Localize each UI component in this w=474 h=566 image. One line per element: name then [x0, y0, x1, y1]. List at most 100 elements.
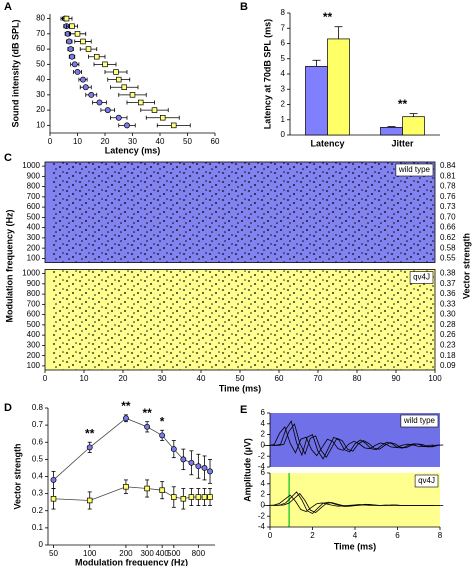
marker [151, 107, 158, 113]
marker [121, 84, 127, 90]
x-tick-label: 800 [192, 549, 206, 558]
x-axis-label: Modulation frequency (Hz) [75, 557, 188, 566]
y-tick-label: 900 [27, 279, 41, 288]
marker [115, 76, 122, 83]
x-tick-label: 10 [73, 137, 82, 146]
right-label: 0.09 [440, 361, 456, 370]
marker [115, 114, 122, 121]
y-tick-label: 500 [27, 212, 41, 221]
marker [63, 15, 70, 22]
y-tick-label: 300 [27, 233, 41, 242]
y-axis-label: Amplitude (µV) [242, 438, 252, 502]
y-tick-label: 5 [281, 54, 286, 63]
y-axis-label: Vector strength [12, 443, 22, 509]
x-tick-label: 40 [156, 137, 165, 146]
marker [144, 423, 151, 430]
annotation: ** [121, 399, 131, 413]
x-tick-label: 60 [211, 137, 220, 146]
marker [170, 446, 177, 453]
x-tick-label: 40 [197, 374, 206, 383]
right-label: 0.70 [440, 212, 456, 221]
panel-label-box [395, 163, 434, 177]
y-tick-label: 900 [27, 171, 41, 180]
x-tick-label: 10 [80, 374, 89, 383]
x-tick-label: 20 [119, 374, 128, 383]
right-label: 0.55 [440, 254, 456, 263]
marker [207, 468, 213, 475]
trace-bg [270, 473, 440, 527]
y-tick-label: 0.1 [32, 523, 44, 532]
right-label: 0.81 [440, 171, 456, 180]
right-label: 0.36 [440, 289, 456, 298]
x-tick-label: 300 [140, 549, 154, 558]
marker [102, 61, 108, 68]
y-tick-label: 50 [36, 59, 45, 68]
marker [201, 494, 208, 500]
marker [74, 69, 81, 75]
right-label: 0.18 [440, 351, 456, 360]
y-tick-label: 10 [36, 120, 45, 129]
right-label: 0.78 [440, 182, 456, 191]
marker [195, 494, 202, 500]
y-tick-label: 800 [27, 289, 41, 298]
y-tick-label: 4 [261, 479, 266, 488]
y-tick-label: 600 [27, 202, 41, 211]
y-tick-label: 200 [27, 351, 41, 360]
y-tick-label: 400 [27, 330, 41, 339]
marker [160, 114, 166, 121]
bar [380, 127, 403, 136]
marker [113, 69, 119, 75]
panel-label-box [414, 474, 439, 488]
y-tick-label: 6 [261, 408, 266, 417]
y-axis-label: Vector strength [461, 233, 471, 299]
y-tick-label: 3 [281, 84, 286, 93]
marker [93, 53, 100, 60]
y-tick-label: 600 [27, 310, 41, 319]
y-tick-label: 0.4 [32, 472, 44, 481]
x-tick-label: 8 [438, 531, 443, 540]
marker [138, 99, 144, 106]
right-label: 0.23 [440, 340, 456, 349]
y-tick-label: 700 [27, 192, 41, 201]
x-tick-label: Jitter [391, 138, 414, 148]
y-axis-label: Latency at 70dB SPL (ms) [262, 19, 272, 129]
marker [144, 485, 150, 492]
panel-letter: E [240, 404, 247, 416]
right-label: 0.26 [440, 330, 456, 339]
bar [402, 116, 425, 136]
y-tick-label: 1000 [22, 269, 40, 278]
y-tick-label: 7 [281, 23, 286, 32]
x-tick-label: 100 [83, 549, 97, 558]
y-tick-label: 2 [261, 490, 266, 499]
y-tick-label: 0.7 [32, 420, 44, 429]
x-tick-label: 80 [353, 374, 362, 383]
x-axis-label: Time (ms) [219, 383, 261, 393]
y-tick-label: 700 [27, 299, 41, 308]
x-tick-label: 0 [43, 374, 48, 383]
raster-spikes [52, 162, 436, 263]
marker [86, 497, 93, 504]
marker [207, 494, 213, 500]
panel-label-box [400, 414, 439, 428]
y-tick-label: 60 [36, 44, 45, 53]
marker [69, 23, 75, 29]
y-tick-label: 6 [281, 39, 286, 48]
y-tick-label: 4 [281, 69, 286, 78]
x-tick-label: 50 [183, 137, 192, 146]
y-tick-label: 0.3 [32, 489, 44, 498]
marker [86, 444, 93, 451]
y-tick-label: -2 [258, 511, 266, 520]
right-label: 0.76 [440, 192, 456, 201]
right-label: 0.30 [440, 310, 456, 319]
right-label: 0.73 [440, 202, 456, 211]
marker [171, 122, 177, 129]
marker [159, 432, 166, 439]
marker [159, 487, 165, 493]
y-tick-label: 0.8 [32, 403, 44, 412]
y-tick-label: 0.5 [32, 454, 44, 463]
y-tick-label: 2 [261, 430, 266, 439]
x-tick-label: Latency [310, 138, 344, 148]
y-tick-label: 0 [261, 441, 266, 450]
panel-frame [44, 161, 436, 263]
y-tick-label: 70 [36, 29, 45, 38]
